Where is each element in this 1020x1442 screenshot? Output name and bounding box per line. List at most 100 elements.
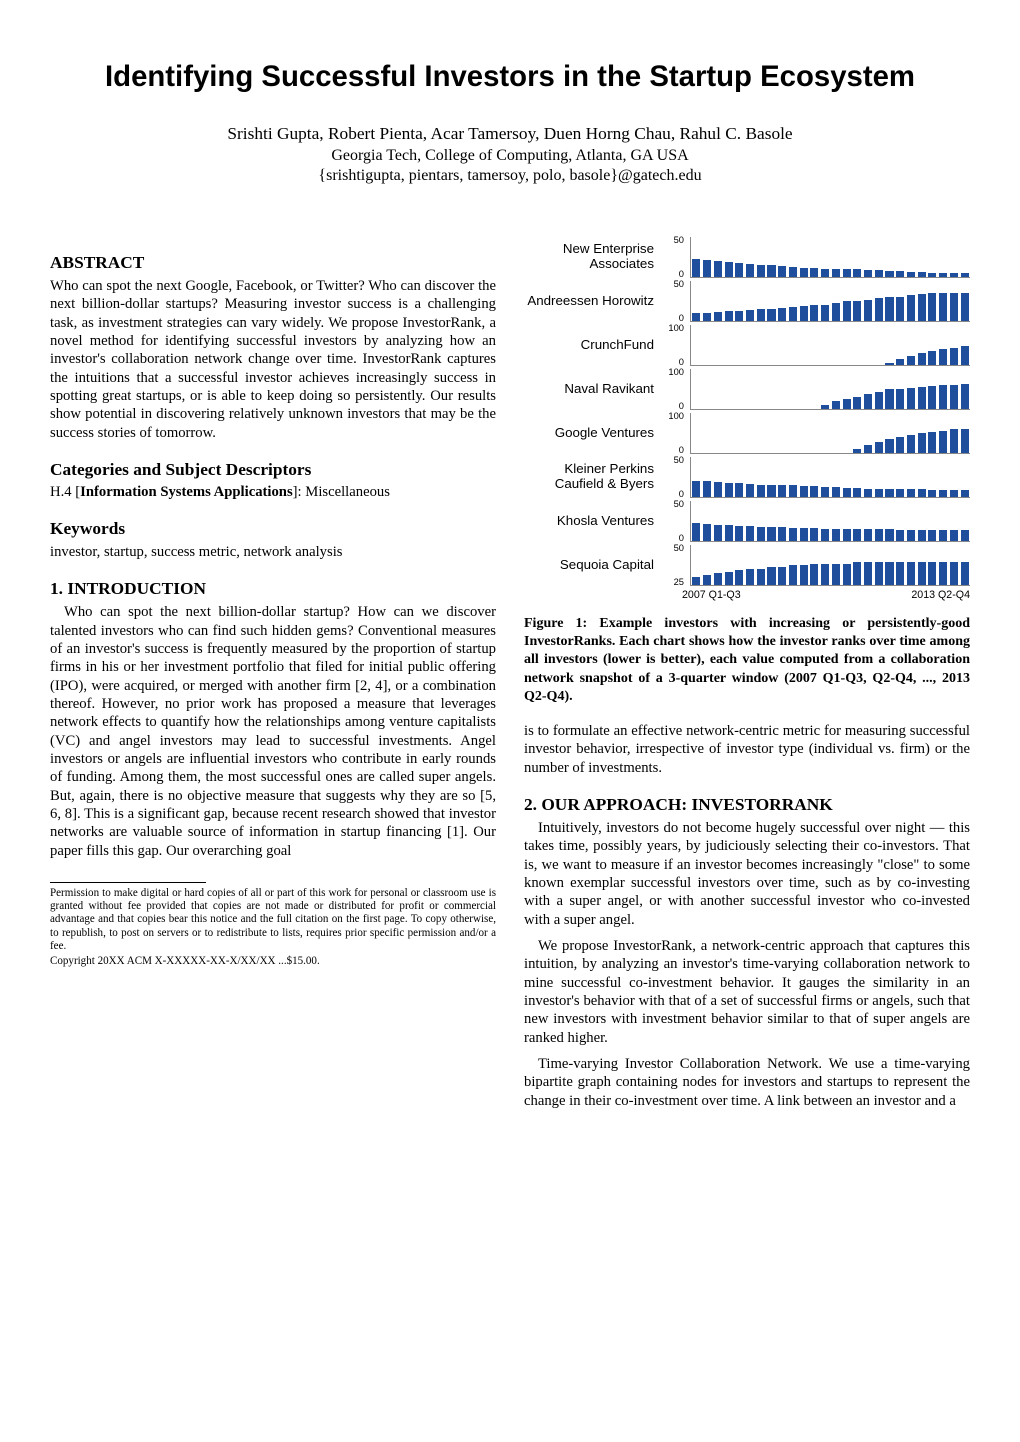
chart-bar — [843, 301, 851, 320]
chart-bar — [725, 483, 733, 497]
chart-bar — [875, 392, 883, 409]
chart-bar — [907, 562, 915, 584]
chart-bar — [950, 348, 958, 365]
chart-bar — [896, 389, 904, 409]
chart-bar — [907, 272, 915, 277]
chart-bar — [789, 307, 797, 321]
chart-bar — [864, 489, 872, 497]
chart-bar — [907, 489, 915, 496]
section-2-heading: 2. OUR APPROACH: INVESTORRANK — [524, 795, 970, 815]
chart-bar — [864, 394, 872, 408]
chart-bar — [961, 273, 969, 276]
chart-bar — [918, 294, 926, 320]
footnote-rule — [50, 882, 206, 883]
chart-panel: Kleiner Perkins Caufield & Byers500 — [524, 455, 970, 499]
chart-bar — [725, 572, 733, 585]
affiliation: Georgia Tech, College of Computing, Atla… — [50, 147, 970, 165]
chart-plot-area — [690, 413, 970, 454]
chart-bar — [778, 567, 786, 585]
chart-panel-label: Google Ventures — [524, 426, 656, 441]
chart-bar — [767, 485, 775, 497]
chart-y-axis: 500 — [662, 497, 684, 545]
chart-bar — [692, 523, 700, 541]
chart-bar — [767, 567, 775, 585]
chart-bar — [692, 313, 700, 320]
chart-bar — [950, 429, 958, 452]
chart-bar — [843, 488, 851, 497]
chart-bar — [746, 569, 754, 585]
chart-bar — [778, 527, 786, 541]
chart-bar — [757, 485, 765, 497]
chart-bar — [939, 562, 947, 584]
chart-bar — [735, 570, 743, 584]
chart-bar — [821, 305, 829, 321]
chart-bar — [832, 401, 840, 408]
chart-bar — [810, 305, 818, 320]
chart-panel: CrunchFund1000 — [524, 323, 970, 367]
chart-bar — [961, 293, 969, 320]
chart-bar — [843, 529, 851, 541]
chart-bar — [735, 483, 743, 497]
chart-panel: Khosla Ventures500 — [524, 499, 970, 543]
chart-bar — [875, 442, 883, 452]
chart-bar — [789, 267, 797, 277]
chart-bar — [843, 564, 851, 585]
categories-suffix: ]: Miscellaneous — [293, 484, 390, 500]
categories-prefix: H.4 [ — [50, 484, 80, 500]
chart-bar — [907, 435, 915, 453]
chart-panel: Andreessen Horowitz500 — [524, 279, 970, 323]
categories-bold: Information Systems Applications — [80, 484, 293, 500]
chart-bar — [778, 266, 786, 276]
chart-bar — [885, 529, 893, 540]
chart-bar — [875, 298, 883, 320]
chart-bar — [864, 270, 872, 276]
chart-bar — [746, 264, 754, 277]
keywords-text: investor, startup, success metric, netwo… — [50, 543, 496, 561]
chart-bar — [746, 526, 754, 540]
chart-bar — [928, 562, 936, 584]
chart-bar — [832, 269, 840, 277]
chart-bar — [885, 297, 893, 320]
chart-bar — [928, 293, 936, 320]
chart-bar — [939, 431, 947, 453]
chart-bar — [896, 271, 904, 277]
chart-plot-area — [690, 325, 970, 366]
chart-bar — [821, 487, 829, 497]
chart-bar — [832, 487, 840, 497]
chart-bar — [950, 273, 958, 276]
chart-bar — [853, 529, 861, 540]
chart-bar — [853, 269, 861, 276]
chart-bar — [757, 309, 765, 320]
chart-bar — [864, 300, 872, 321]
section-1-p1: Who can spot the next billion-dollar sta… — [50, 603, 496, 860]
chart-bar — [735, 526, 743, 540]
figure-1-charts: New Enterprise Associates500Andreessen H… — [524, 235, 970, 601]
chart-bar — [832, 529, 840, 541]
chart-bar — [918, 387, 926, 409]
categories-text: H.4 [Information Systems Applications]: … — [50, 484, 496, 501]
section-2-p3: Time-varying Investor Collaboration Netw… — [524, 1055, 970, 1110]
chart-plot-area — [690, 545, 970, 586]
section-1-heading: 1. INTRODUCTION — [50, 579, 496, 599]
chart-bar — [896, 297, 904, 321]
section-2-p2: We propose InvestorRank, a network-centr… — [524, 937, 970, 1047]
chart-panel-label: Sequoia Capital — [524, 558, 656, 573]
chart-y-axis: 500 — [662, 453, 684, 501]
chart-bar — [896, 437, 904, 453]
chart-bar — [778, 485, 786, 496]
chart-panel: Google Ventures1000 — [524, 411, 970, 455]
copyright-line: Copyright 20XX ACM X-XXXXX-XX-X/XX/XX ..… — [50, 955, 496, 967]
chart-bar — [928, 351, 936, 365]
chart-bar — [725, 262, 733, 276]
chart-bar — [875, 529, 883, 540]
chart-bar — [692, 481, 700, 497]
chart-bar — [939, 293, 947, 320]
author-list: Srishti Gupta, Robert Pienta, Acar Tamer… — [50, 124, 970, 144]
chart-bar — [939, 273, 947, 277]
chart-bar — [885, 439, 893, 453]
chart-bar — [907, 356, 915, 365]
chart-bar — [714, 312, 722, 321]
chart-bar — [725, 311, 733, 321]
chart-bar — [939, 530, 947, 540]
right-column: New Enterprise Associates500Andreessen H… — [524, 235, 970, 1118]
